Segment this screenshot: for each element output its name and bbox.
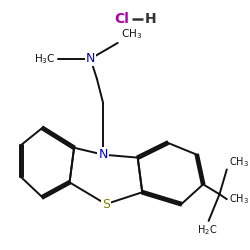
- Text: N: N: [86, 52, 95, 65]
- Text: H$_3$C: H$_3$C: [34, 52, 56, 66]
- Text: H$_2$C: H$_2$C: [196, 223, 217, 237]
- Text: CH$_3$: CH$_3$: [228, 155, 248, 168]
- Text: H: H: [145, 12, 156, 26]
- Text: CH$_3$: CH$_3$: [228, 192, 248, 206]
- Text: S: S: [102, 198, 110, 210]
- Text: N: N: [98, 148, 108, 161]
- Text: Cl: Cl: [114, 12, 129, 26]
- Text: CH$_3$: CH$_3$: [121, 27, 142, 41]
